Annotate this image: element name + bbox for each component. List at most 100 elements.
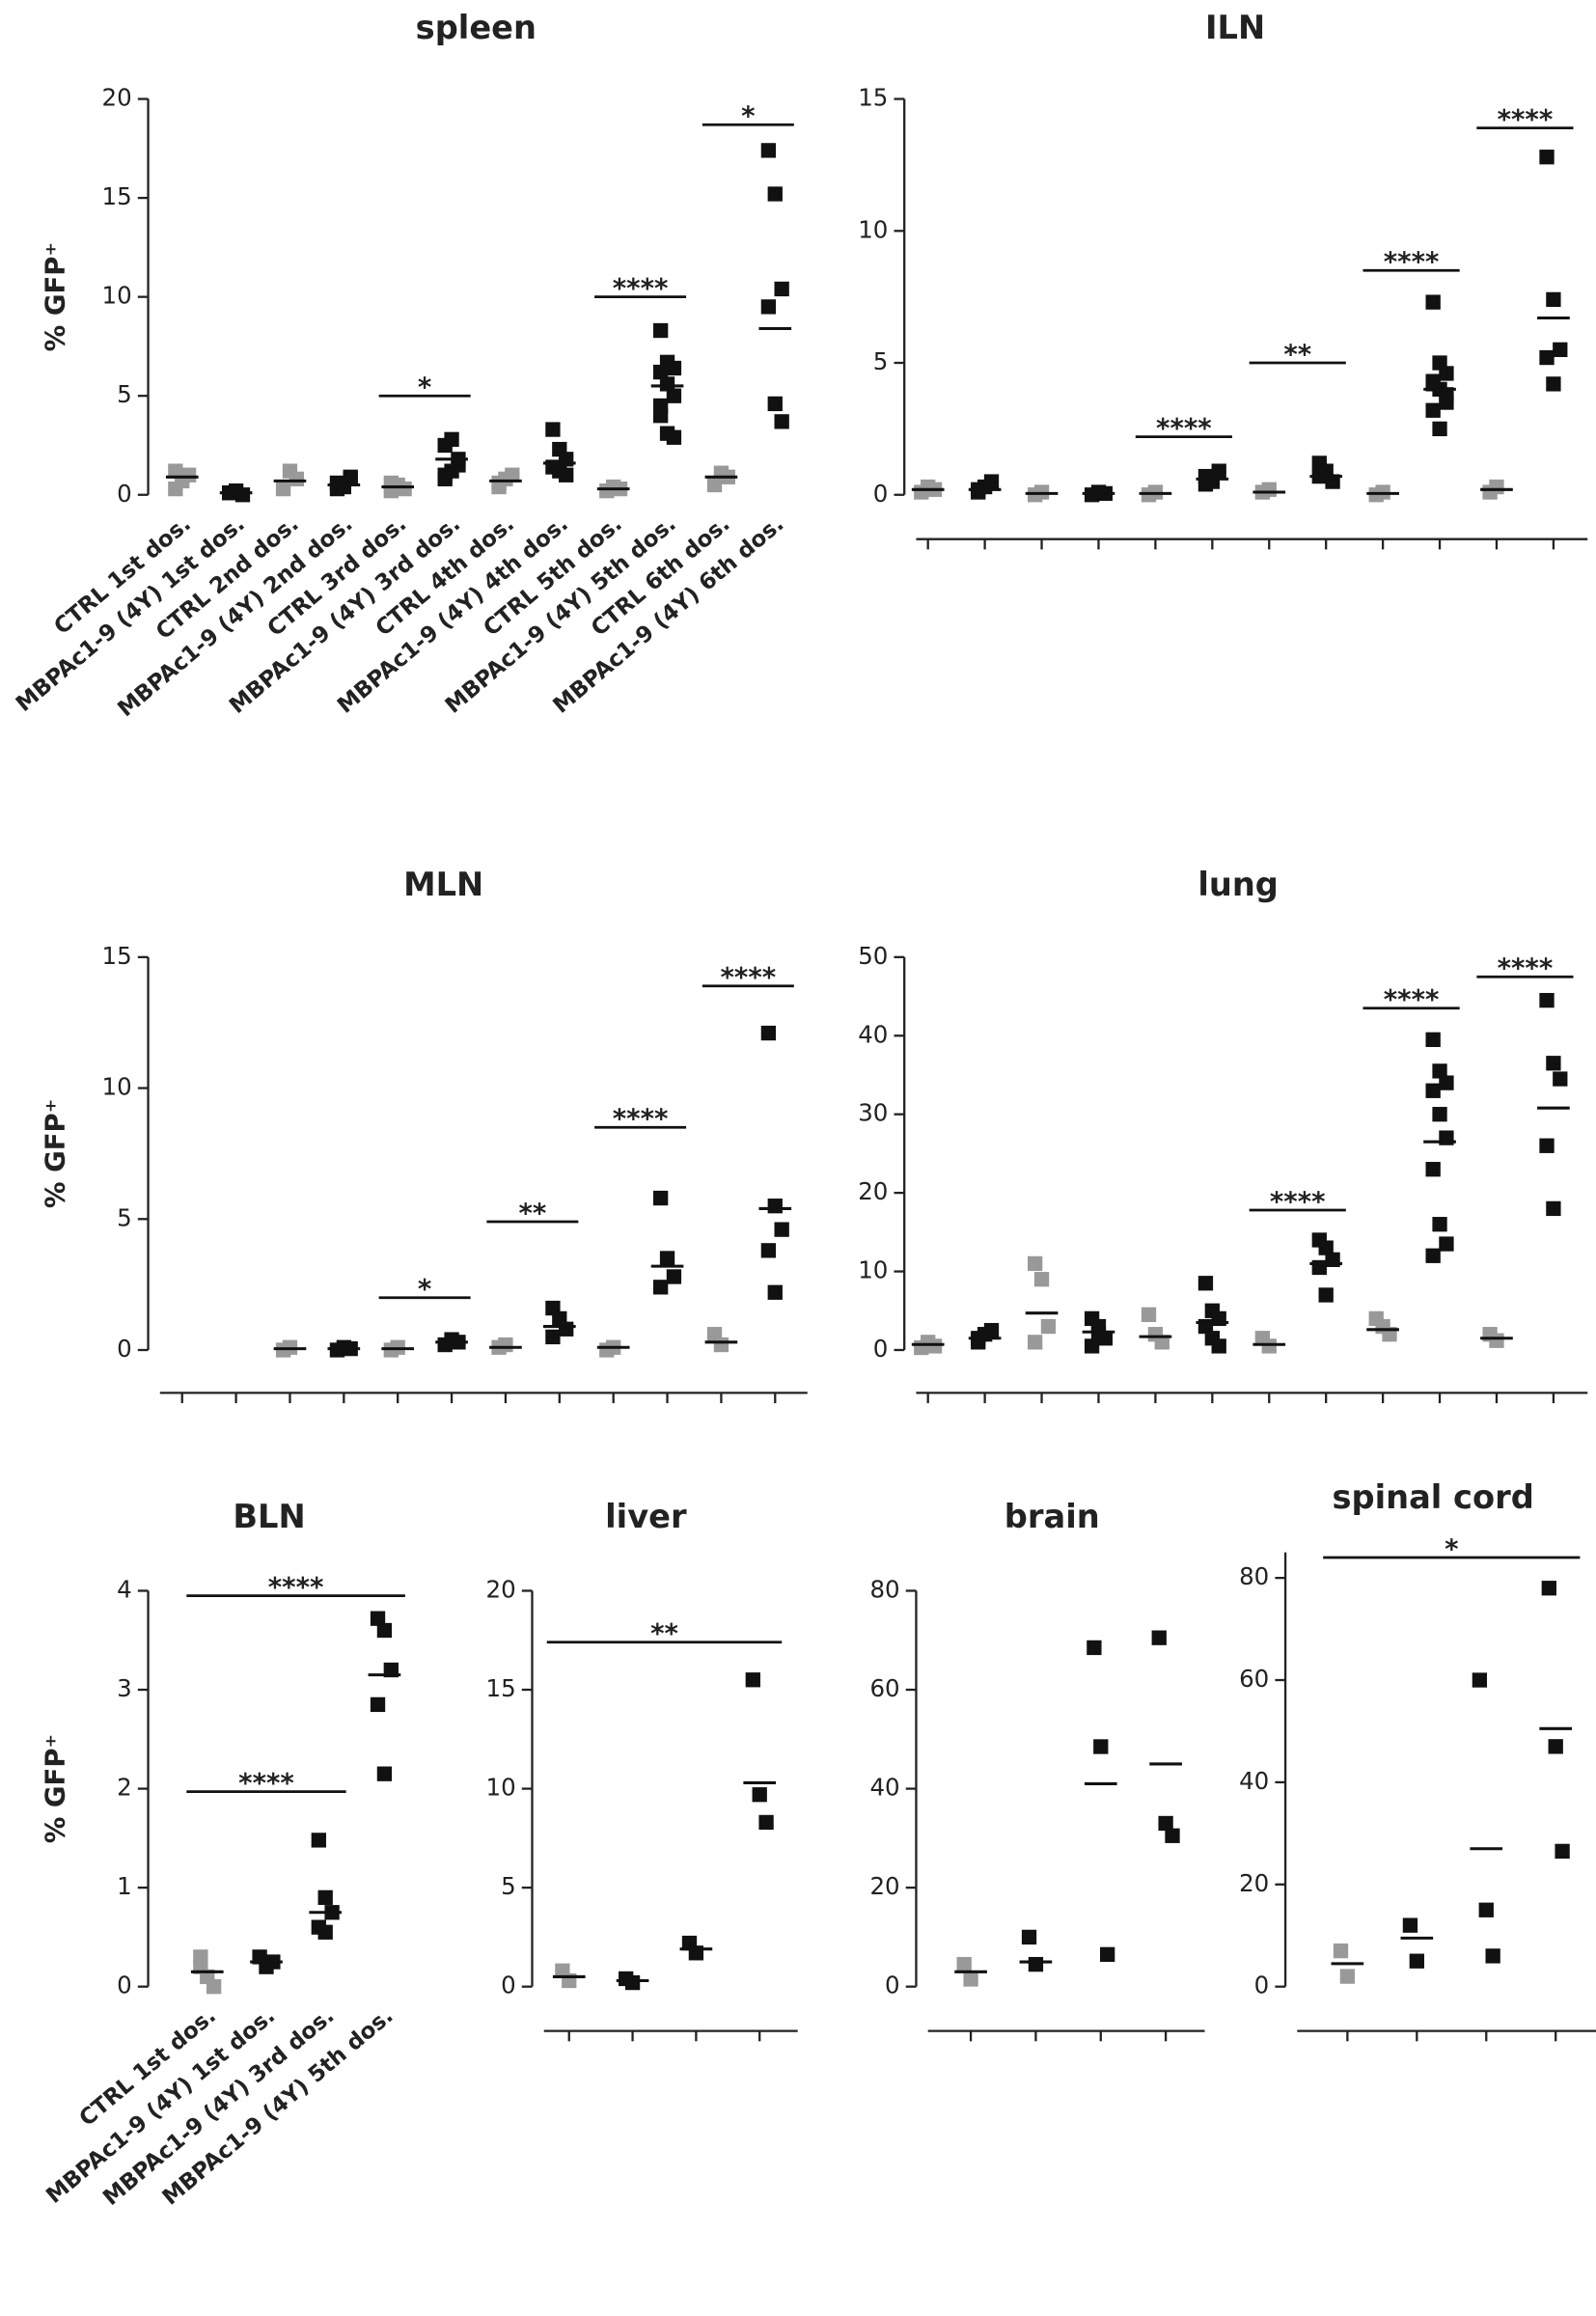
significance-label: * bbox=[418, 372, 431, 403]
significance-label: * bbox=[741, 101, 755, 132]
data-point bbox=[653, 408, 669, 424]
data-point bbox=[1165, 1828, 1180, 1843]
data-point bbox=[956, 1956, 972, 1972]
chart-title: lung bbox=[1197, 866, 1279, 903]
data-point bbox=[1093, 1739, 1109, 1754]
data-point bbox=[767, 396, 783, 412]
significance-label: **** bbox=[1498, 104, 1554, 135]
data-point bbox=[774, 1222, 789, 1237]
y-tick-label: 0 bbox=[117, 1335, 132, 1363]
data-point bbox=[1087, 1640, 1102, 1656]
data-point bbox=[1141, 1307, 1157, 1322]
y-tick-label: 5 bbox=[873, 347, 889, 375]
data-point bbox=[1033, 1272, 1050, 1287]
data-point bbox=[1555, 1843, 1570, 1860]
y-tick-label: 80 bbox=[869, 1575, 899, 1603]
y-tick-label: 20 bbox=[102, 84, 132, 112]
data-point bbox=[1425, 1083, 1441, 1098]
data-point bbox=[1478, 1902, 1494, 1917]
data-point bbox=[1432, 1107, 1447, 1122]
data-point bbox=[745, 1672, 760, 1688]
data-point bbox=[774, 414, 789, 429]
data-point bbox=[559, 1321, 574, 1337]
data-point bbox=[1211, 1338, 1226, 1354]
significance-label: **** bbox=[1384, 984, 1440, 1015]
data-point bbox=[1489, 1333, 1504, 1348]
significance-label: **** bbox=[613, 273, 669, 304]
data-point bbox=[1425, 1032, 1441, 1047]
data-point bbox=[1548, 1739, 1563, 1754]
y-tick-label: 10 bbox=[858, 1256, 888, 1284]
data-point bbox=[444, 431, 459, 447]
x-tick-label: MBPAc1-9 (4Y) 1st dos. bbox=[12, 511, 250, 717]
data-point bbox=[760, 1025, 777, 1041]
chart-title: MLN bbox=[403, 866, 483, 903]
data-point bbox=[1409, 1953, 1424, 1969]
x-tick-label: MBPAc1-9 (4Y) 3rd dos. bbox=[98, 2003, 339, 2211]
data-point bbox=[1151, 1630, 1167, 1645]
data-point bbox=[1325, 474, 1340, 489]
chart-title: liver bbox=[605, 1498, 687, 1535]
data-point bbox=[1318, 1240, 1334, 1255]
data-point bbox=[1439, 1075, 1454, 1090]
y-tick-label: 10 bbox=[102, 1073, 132, 1101]
data-point bbox=[1485, 1948, 1500, 1964]
data-point bbox=[234, 487, 251, 503]
data-point bbox=[983, 474, 1000, 489]
data-point bbox=[713, 1337, 729, 1353]
data-point bbox=[311, 1833, 326, 1848]
y-tick-label: 5 bbox=[117, 1203, 132, 1231]
data-point bbox=[653, 1280, 669, 1295]
data-point bbox=[758, 1814, 774, 1831]
data-point bbox=[1425, 294, 1441, 310]
y-tick-label: 40 bbox=[1239, 1767, 1269, 1795]
significance-label: **** bbox=[613, 1104, 669, 1135]
data-point bbox=[1090, 1327, 1107, 1342]
data-point bbox=[666, 388, 682, 403]
y-tick-label: 0 bbox=[885, 1971, 900, 1999]
y-tick-label: 40 bbox=[869, 1774, 899, 1802]
data-point bbox=[1432, 1217, 1447, 1232]
data-point bbox=[1204, 474, 1220, 489]
y-tick-label: 3 bbox=[117, 1674, 132, 1702]
y-tick-label: 20 bbox=[486, 1575, 516, 1603]
significance-label: ** bbox=[518, 1198, 546, 1228]
data-point bbox=[767, 1199, 783, 1214]
data-point bbox=[1261, 1338, 1277, 1354]
y-tick-label: 5 bbox=[501, 1872, 516, 1900]
significance-label: * bbox=[1445, 1533, 1458, 1564]
y-tick-label: 50 bbox=[858, 942, 888, 970]
data-point bbox=[666, 429, 682, 445]
data-point bbox=[1432, 1063, 1447, 1079]
y-tick-label: 0 bbox=[1254, 1971, 1270, 1999]
y-tick-label: 20 bbox=[869, 1872, 899, 1900]
data-point bbox=[1100, 1946, 1115, 1962]
data-point bbox=[1339, 1969, 1356, 1984]
data-point bbox=[767, 1284, 783, 1300]
data-point bbox=[1439, 395, 1454, 410]
data-point bbox=[760, 143, 777, 158]
data-point bbox=[963, 1971, 978, 1987]
data-point bbox=[659, 376, 675, 392]
y-axis-label: % GFP⁺ bbox=[41, 1734, 71, 1843]
data-point bbox=[451, 457, 466, 473]
data-point bbox=[1546, 376, 1561, 392]
y-tick-label: 5 bbox=[117, 380, 132, 408]
y-tick-label: 0 bbox=[873, 1335, 889, 1363]
significance-label: **** bbox=[721, 962, 777, 993]
data-point bbox=[1402, 1917, 1418, 1933]
significance-label: **** bbox=[1156, 413, 1212, 444]
significance-label: **** bbox=[268, 1572, 324, 1603]
data-point bbox=[760, 299, 777, 315]
data-point bbox=[317, 1924, 333, 1940]
data-point bbox=[666, 360, 682, 376]
chart-title: ILN bbox=[1205, 9, 1265, 46]
data-point bbox=[1021, 1929, 1037, 1945]
data-point bbox=[1439, 1236, 1454, 1252]
chart-title: brain bbox=[1004, 1498, 1100, 1535]
data-point bbox=[317, 1889, 333, 1906]
data-point bbox=[1028, 1255, 1043, 1272]
y-tick-label: 0 bbox=[501, 1971, 516, 1999]
data-point bbox=[1261, 482, 1277, 497]
